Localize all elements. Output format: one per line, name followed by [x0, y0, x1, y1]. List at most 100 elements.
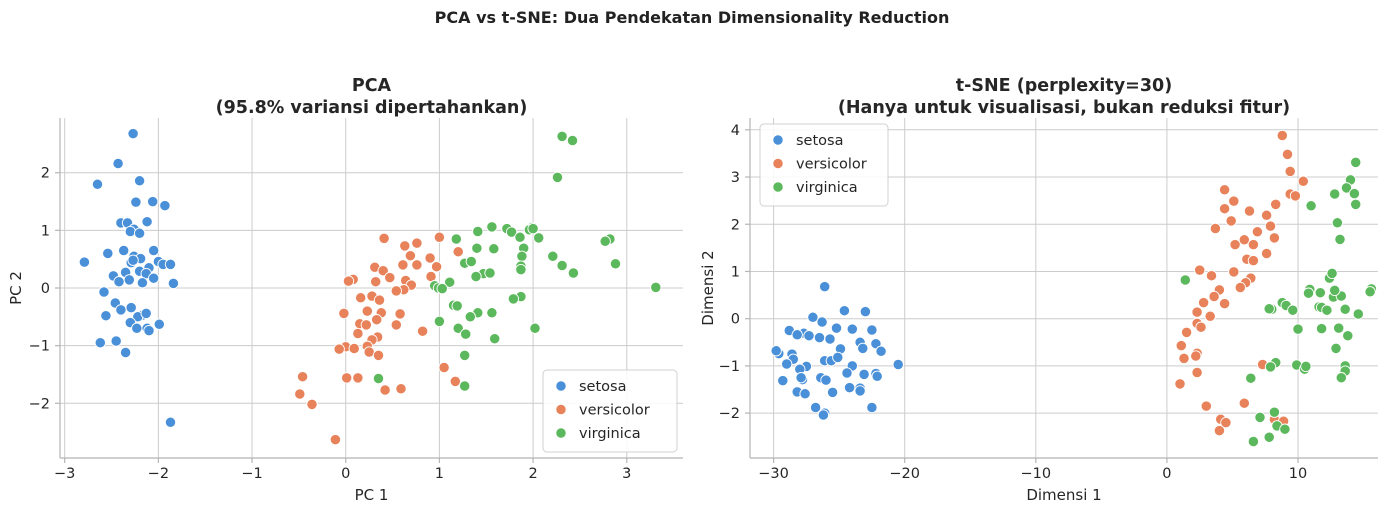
tsne-point-versicolor	[1218, 203, 1231, 215]
tsne-point-virginica	[1264, 361, 1277, 373]
tsne-xtick-label: −10	[1021, 466, 1052, 482]
pca-point-setosa	[100, 310, 112, 322]
pca-point-versicolor	[399, 240, 411, 252]
tsne-point-virginica	[1352, 308, 1364, 320]
pca-legend-frame	[542, 369, 678, 453]
pca-point-versicolor	[333, 343, 345, 355]
tsne-point-setosa	[858, 368, 870, 381]
pca-ytick-label: −2	[29, 396, 50, 412]
tsne-title-line: (Hanya untuk visualisasi, bukan reduksi …	[838, 98, 1290, 118]
pca-point-virginica	[556, 259, 568, 272]
tsne-point-virginica	[1333, 322, 1345, 334]
pca-point-setosa	[164, 258, 177, 271]
pca-point-virginica	[452, 322, 464, 334]
tsne-point-virginica	[1326, 267, 1338, 280]
pca-ytick-label: 1	[41, 223, 50, 239]
pca-point-versicolor	[371, 314, 383, 326]
tsne-point-versicolor	[1194, 264, 1206, 276]
pca-xtick-label: −3	[54, 466, 75, 482]
tsne-point-virginica	[1364, 286, 1376, 298]
tsne-title-line: t-SNE (perplexity=30)	[956, 76, 1172, 96]
pca-point-versicolor	[355, 292, 367, 304]
tsne-point-virginica	[1329, 188, 1341, 200]
pca-point-virginica	[515, 263, 527, 276]
tsne-point-virginica	[1339, 303, 1351, 315]
tsne-point-virginica	[1314, 287, 1326, 299]
tsne-ytick-label: 2	[731, 217, 740, 233]
tsne-point-versicolor	[1264, 220, 1277, 232]
tsne-ytick-label: 3	[731, 170, 740, 186]
pca-point-virginica	[529, 322, 541, 334]
tsne-legend-marker-versicolor	[772, 157, 784, 170]
pca-point-versicolor	[329, 433, 342, 446]
tsne-ytick-label: 4	[731, 123, 740, 139]
pca-point-setosa	[91, 178, 104, 190]
tsne-point-setosa	[799, 388, 811, 400]
pca-point-versicolor	[373, 294, 386, 306]
tsne-point-setosa	[816, 316, 828, 328]
tsne-legend-marker-virginica	[772, 181, 784, 193]
tsne-xtick-label: 0	[1162, 466, 1171, 482]
pca-point-versicolor	[377, 265, 389, 277]
pca-point-setosa	[147, 195, 159, 208]
tsne-legend: setosa versicolor virginica	[759, 123, 889, 207]
tsne-xtick-label: −30	[758, 466, 789, 482]
tsne-point-setosa	[866, 324, 878, 336]
pca-point-versicolor	[352, 372, 364, 384]
pca-legend-label-setosa: setosa	[579, 379, 626, 395]
tsne-ytick-label: −2	[719, 406, 740, 422]
pca-point-versicolor	[352, 327, 364, 340]
pca-point-virginica	[460, 328, 472, 340]
pca-point-virginica	[488, 243, 500, 255]
pca-legend-marker-setosa	[555, 380, 567, 392]
pca-point-setosa	[133, 227, 146, 239]
pca-point-setosa	[159, 199, 171, 212]
pca-point-setosa	[112, 157, 124, 170]
tsne-point-virginica	[1263, 303, 1275, 315]
pca-point-versicolor	[404, 250, 417, 262]
tsne-legend-label-versicolor: versicolor	[796, 157, 867, 173]
tsne-point-setosa	[770, 345, 782, 357]
tsne-point-setosa	[803, 330, 815, 342]
tsne-point-virginica	[1331, 217, 1344, 229]
pca-point-versicolor	[452, 246, 464, 258]
pca-point-virginica	[514, 231, 526, 243]
pca-point-virginica	[372, 372, 385, 385]
tsne-point-setosa	[777, 374, 789, 387]
tsne-point-virginica	[1335, 372, 1347, 384]
tsne-point-versicolor	[1270, 198, 1282, 211]
tsne-point-virginica	[1254, 411, 1266, 424]
pca-legend-marker-versicolor	[555, 403, 567, 416]
pca-point-versicolor	[411, 237, 423, 249]
tsne-point-setosa	[854, 385, 866, 397]
tsne-point-setosa	[857, 342, 869, 355]
pca-point-setosa	[148, 244, 160, 257]
tsne-point-virginica	[1350, 156, 1362, 169]
pca-point-setosa	[140, 307, 152, 320]
tsne-point-virginica	[1315, 322, 1328, 335]
pca-legend-marker-virginica	[555, 427, 567, 439]
pca-point-setosa	[94, 337, 106, 349]
tsne-point-versicolor	[1281, 148, 1294, 161]
pca-point-virginica	[556, 130, 568, 143]
pca-point-versicolor	[390, 319, 402, 331]
pca-point-virginica	[489, 333, 501, 345]
tsne-point-versicolor	[1205, 270, 1218, 282]
pca-ytick-label: 2	[41, 166, 50, 182]
pca-point-virginica	[436, 282, 448, 295]
pca-panel: −3 −2 −1 0 1 2 3 −2 −1 0 1 2 PC 1 PC 2 PCA(95.8% varia…	[7, 76, 683, 504]
pca-xtick-label: 0	[341, 466, 350, 482]
tsne-ytick-label: 0	[731, 312, 740, 328]
pca-point-virginica	[451, 300, 463, 312]
pca-point-versicolor	[395, 383, 407, 395]
tsne-point-versicolor	[1178, 352, 1190, 365]
pca-point-setosa	[124, 225, 136, 238]
pca-point-versicolor	[449, 375, 461, 388]
pca-point-versicolor	[397, 259, 409, 271]
pca-ytick-label: 0	[41, 281, 50, 297]
tsne-point-versicolor	[1174, 378, 1186, 390]
pca-xtick-label: 3	[622, 466, 631, 482]
tsne-point-setosa	[843, 381, 856, 394]
tsne-point-virginica	[1330, 342, 1342, 355]
pca-point-versicolor	[294, 388, 306, 400]
